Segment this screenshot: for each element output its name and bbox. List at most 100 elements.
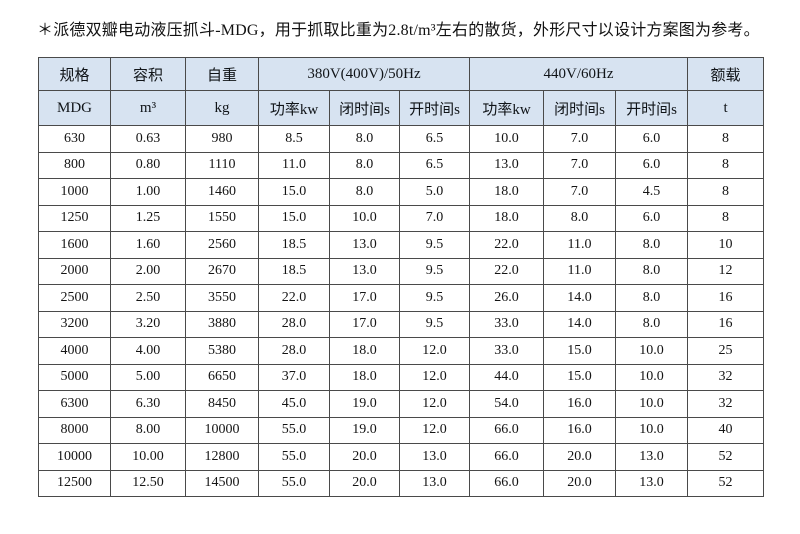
table-cell: 14.0 [543, 284, 616, 312]
table-cell: 980 [185, 125, 259, 153]
table-cell: 1110 [185, 151, 259, 179]
table-cell: 11.0 [543, 231, 616, 259]
table-cell: 8.00 [110, 416, 186, 444]
table-cell: 16 [687, 310, 765, 338]
table-cell: 9.5 [399, 231, 470, 259]
table-cell: 8.0 [614, 257, 689, 285]
table-cell: 12.0 [399, 390, 470, 418]
table-cell: 1.00 [110, 178, 186, 206]
unit-header-open-time-60hz: 开时间s [614, 90, 689, 126]
table-cell: 8.0 [329, 151, 400, 179]
table-cell: 16.0 [543, 390, 616, 418]
table-cell: 12.0 [399, 337, 470, 365]
table-cell: 10.0 [469, 125, 544, 153]
table-cell: 54.0 [469, 390, 544, 418]
table-cell: 12 [687, 257, 765, 285]
table-cell: 8450 [185, 390, 259, 418]
table-cell: 13.0 [614, 469, 689, 497]
table-cell: 1250 [38, 204, 111, 232]
table-cell: 2.50 [110, 284, 186, 312]
table-cell: 7.0 [543, 178, 616, 206]
table-cell: 6.0 [614, 125, 689, 153]
table-cell: 6.5 [399, 151, 470, 179]
table-cell: 55.0 [258, 469, 330, 497]
table-cell: 7.0 [543, 151, 616, 179]
table-cell: 16.0 [543, 416, 616, 444]
table-cell: 8.5 [258, 125, 330, 153]
table-cell: 8 [687, 204, 765, 232]
table-cell: 2500 [38, 284, 111, 312]
table-cell: 8.0 [614, 284, 689, 312]
table-cell: 18.5 [258, 257, 330, 285]
table-cell: 55.0 [258, 443, 330, 471]
table-cell: 44.0 [469, 363, 544, 391]
table-cell: 18.0 [469, 178, 544, 206]
column-group-380v-50hz: 380V(400V)/50Hz [258, 57, 470, 91]
table-cell: 6.30 [110, 390, 186, 418]
table-cell: 1460 [185, 178, 259, 206]
table-row: 5000 5.00 6650 37.0 18.0 12.0 44.0 15.0 10.0 32 [38, 363, 765, 391]
table-cell: 800 [38, 151, 111, 179]
table-cell: 13.0 [329, 257, 400, 285]
unit-header-close-time-50hz: 闭时间s [329, 90, 400, 126]
table-cell: 22.0 [258, 284, 330, 312]
table-cell: 15.0 [543, 363, 616, 391]
unit-header-open-time-50hz: 开时间s [399, 90, 470, 126]
table-group-header-row: 规格 容积 自重 380V(400V)/50Hz 440V/60Hz 额载 [38, 57, 765, 91]
table-body: 630 0.63 980 8.5 8.0 6.5 10.0 7.0 6.0 8 800 0.80 111… [38, 125, 765, 497]
table-cell: 7.0 [399, 204, 470, 232]
table-cell: 8.0 [329, 125, 400, 153]
table-cell: 52 [687, 469, 765, 497]
table-cell: 14.0 [543, 310, 616, 338]
table-cell: 18.0 [329, 337, 400, 365]
unit-header-power-50hz: 功率kw [258, 90, 330, 126]
table-header: 规格 容积 自重 380V(400V)/50Hz 440V/60Hz 额载 MD… [38, 57, 765, 126]
table-cell: 8.0 [543, 204, 616, 232]
table-cell: 66.0 [469, 469, 544, 497]
table-cell: 12.50 [110, 469, 186, 497]
table-row: 630 0.63 980 8.5 8.0 6.5 10.0 7.0 6.0 8 [38, 125, 765, 153]
table-row: 4000 4.00 5380 28.0 18.0 12.0 33.0 15.0 10.0 25 [38, 337, 765, 365]
table-cell: 9.5 [399, 284, 470, 312]
table-cell: 5.0 [399, 178, 470, 206]
table-cell: 32 [687, 363, 765, 391]
table-cell: 8.0 [614, 231, 689, 259]
table-cell: 10.0 [614, 416, 689, 444]
table-cell: 22.0 [469, 231, 544, 259]
table-cell: 33.0 [469, 337, 544, 365]
table-cell: 3200 [38, 310, 111, 338]
table-cell: 12.0 [399, 416, 470, 444]
table-cell: 6300 [38, 390, 111, 418]
table-cell: 4.00 [110, 337, 186, 365]
table-cell: 2.00 [110, 257, 186, 285]
table-cell: 10 [687, 231, 765, 259]
table-cell: 4000 [38, 337, 111, 365]
table-cell: 0.80 [110, 151, 186, 179]
table-cell: 0.63 [110, 125, 186, 153]
table-cell: 11.0 [258, 151, 330, 179]
table-row: 1250 1.25 1550 15.0 10.0 7.0 18.0 8.0 6.0 8 [38, 204, 765, 232]
table-cell: 66.0 [469, 416, 544, 444]
table-cell: 7.0 [543, 125, 616, 153]
table-row: 1000 1.00 1460 15.0 8.0 5.0 18.0 7.0 4.5 8 [38, 178, 765, 206]
table-cell: 18.0 [469, 204, 544, 232]
table-cell: 2000 [38, 257, 111, 285]
table-row: 3200 3.20 3880 28.0 17.0 9.5 33.0 14.0 8.0 16 [38, 310, 765, 338]
unit-header-m3: m³ [110, 90, 186, 126]
table-cell: 12800 [185, 443, 259, 471]
table-cell: 33.0 [469, 310, 544, 338]
table-cell: 9.5 [399, 257, 470, 285]
table-unit-header-row: MDG m³ kg 功率kw 闭时间s 开时间s 功率kw 闭时间s 开时间s … [38, 90, 765, 126]
table-cell: 6650 [185, 363, 259, 391]
table-cell: 1550 [185, 204, 259, 232]
table-row: 6300 6.30 8450 45.0 19.0 12.0 54.0 16.0 10.0 32 [38, 390, 765, 418]
table-cell: 45.0 [258, 390, 330, 418]
table-cell: 52 [687, 443, 765, 471]
table-row: 8000 8.00 10000 55.0 19.0 12.0 66.0 16.0 10.0 40 [38, 416, 765, 444]
page-title: ＊派德双瓣电动液压抓斗-MDG，用于抓取比重为2.8t/m³左右的散货，外形尺寸… [37, 22, 760, 39]
column-header-spec: 规格 [38, 57, 111, 91]
table-cell: 15.0 [543, 337, 616, 365]
table-cell: 1600 [38, 231, 111, 259]
table-cell: 5000 [38, 363, 111, 391]
